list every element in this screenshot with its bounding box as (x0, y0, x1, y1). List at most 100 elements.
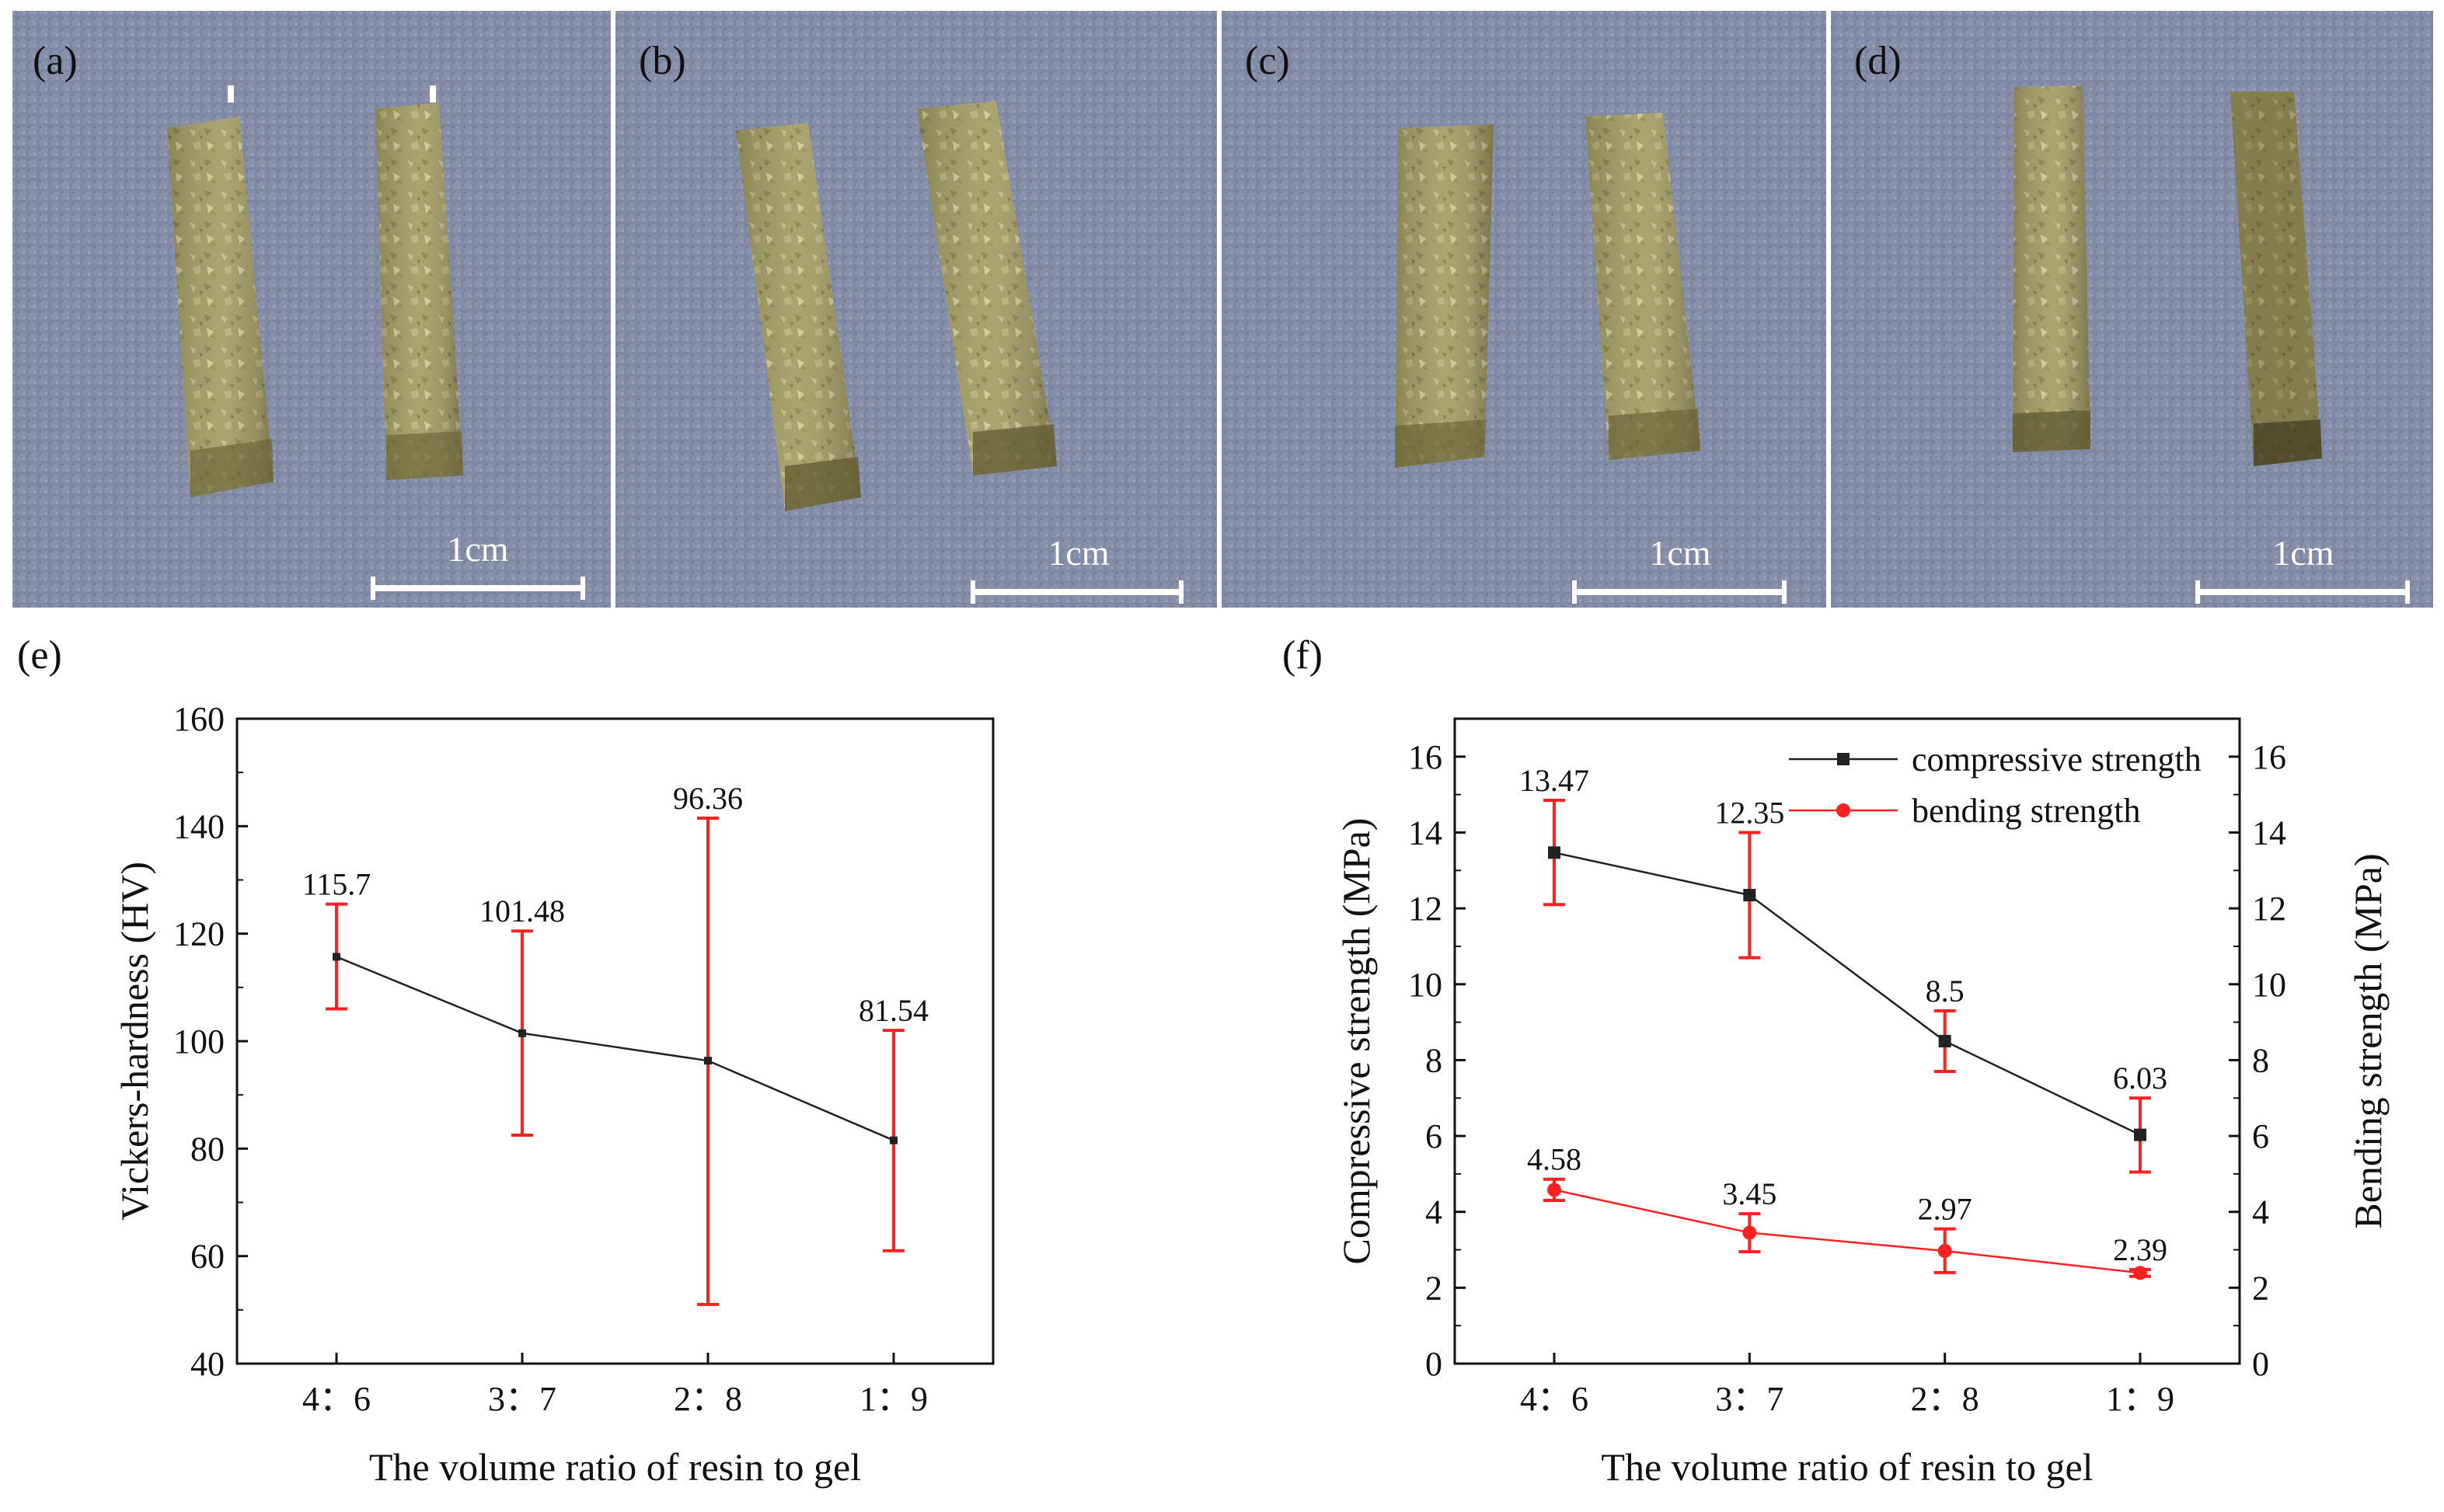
y-tick-label-right: 4 (2252, 1193, 2269, 1232)
panel-label: (b) (639, 39, 686, 83)
y-tick-label: 140 (173, 807, 225, 845)
data-point (1937, 1243, 1952, 1258)
legend-label: compressive strength (1912, 740, 2202, 779)
y-axis-label: Vickers-hardness (HV) (113, 862, 156, 1221)
y-tick-label: 160 (173, 700, 225, 738)
photo-panel-b: (b) 1cm (615, 11, 1217, 608)
data-point (1742, 1225, 1757, 1240)
x-tick-label: 3：7 (488, 1380, 556, 1418)
data-point (1547, 1183, 1561, 1197)
y-tick-label: 60 (190, 1238, 225, 1276)
data-point (1548, 846, 1560, 859)
y-tick-label: 6 (1425, 1117, 1442, 1155)
data-point (518, 1029, 526, 1037)
specimen-bar (917, 101, 1057, 476)
scale-bar (371, 577, 585, 600)
y-tick-label: 14 (1408, 813, 1442, 852)
y-tick-label-right: 14 (2252, 813, 2286, 852)
y-tick-label-right: 6 (2252, 1117, 2269, 1155)
panel-label: (e) (17, 633, 62, 678)
series-line (1553, 852, 2141, 1136)
y-tick-label-right: 16 (2252, 738, 2286, 776)
photo-panel-a: (a) 1cm (12, 11, 611, 608)
y-tick-label: 2 (1425, 1269, 1442, 1307)
specimen-bar (1585, 113, 1700, 460)
y-tick-label-right: 0 (2252, 1345, 2269, 1383)
legend-marker (1836, 803, 1850, 817)
y-tick-label-right: 2 (2252, 1269, 2269, 1307)
y-tick-label: 80 (190, 1130, 225, 1168)
series-line (336, 956, 894, 1141)
scale-bar-label: 1cm (1048, 533, 1109, 573)
x-tick-label: 1：9 (859, 1380, 928, 1418)
data-label: 13.47 (1519, 763, 1589, 798)
scale-bar-label: 1cm (1649, 533, 1710, 573)
x-axis-label: The volume ratio of resin to gel (369, 1445, 861, 1489)
plot-frame (235, 717, 995, 1365)
y-tick-label-right: 8 (2252, 1041, 2269, 1079)
data-point (704, 1057, 712, 1065)
data-label: 3.45 (1722, 1176, 1776, 1211)
specimen-bar (2013, 85, 2090, 452)
photo-panel-d: (d) 1cm (1831, 11, 2433, 608)
data-label: 2.39 (2113, 1232, 2167, 1267)
legend-label: bending strength (1912, 792, 2141, 830)
y-tick-label: 12 (1408, 890, 1442, 928)
scale-bar (1572, 580, 1787, 604)
x-tick-label: 3：7 (1715, 1380, 1783, 1418)
y-tick-label: 10 (1408, 966, 1442, 1004)
photo-panel-c: (c) 1cm (1222, 11, 1826, 608)
x-tick-label: 1：9 (2106, 1380, 2174, 1418)
y-tick-label: 0 (1425, 1345, 1442, 1383)
data-label: 2.97 (1918, 1192, 1972, 1227)
x-tick-label: 2：8 (674, 1380, 742, 1418)
y-tick-label: 100 (173, 1023, 225, 1061)
scale-bar (2195, 580, 2410, 604)
y-tick-label: 120 (173, 915, 225, 953)
data-label: 6.03 (2113, 1061, 2167, 1096)
data-label: 96.36 (673, 781, 743, 816)
data-point (890, 1136, 898, 1144)
specimen-bar (1395, 124, 1494, 468)
x-tick-label: 2：8 (1911, 1380, 1979, 1418)
x-tick-label: 4：6 (1520, 1380, 1588, 1418)
y-tick-label: 16 (1408, 738, 1442, 776)
data-point (1938, 1035, 1951, 1047)
x-axis-label: The volume ratio of resin to gel (1601, 1445, 2093, 1489)
scale-bar-label: 1cm (447, 529, 508, 569)
y-tick-label: 40 (190, 1345, 225, 1383)
panel-label: (a) (33, 39, 78, 83)
panel-label: (d) (1854, 39, 1902, 83)
data-point (2134, 1128, 2146, 1141)
scale-bar (971, 580, 1184, 604)
y-tick-label: 8 (1425, 1041, 1442, 1079)
chart-strength: (f) 0 0 2 2 4 4 6 6 8 8 10 10 12 12 14 14 16 16 4：6 3：7 2：8 1：… (1282, 633, 2390, 1489)
panel-label: (c) (1245, 39, 1290, 83)
specimen-photos: (a) 1cm (b) 1cm (12, 11, 2433, 608)
y-axis-label: Compressive strength (MPa) (1334, 818, 1378, 1265)
specimen-bar (736, 123, 861, 511)
data-label: 8.5 (1926, 974, 1965, 1009)
data-label: 12.35 (1714, 795, 1784, 830)
y-tick-label: 4 (1425, 1193, 1442, 1232)
data-label: 101.48 (479, 894, 565, 928)
data-label: 81.54 (859, 993, 929, 1028)
chart-vickers-hardness: (e) 40 60 80 100 120 140 160 4：6 3：7 2：8 1：9 The vol… (17, 633, 995, 1489)
scale-bar-label: 1cm (2272, 533, 2334, 573)
data-point (2133, 1266, 2147, 1280)
x-tick-label: 4：6 (302, 1380, 371, 1418)
y-axis-label-right: Bending strength (MPa) (2346, 853, 2390, 1228)
specimen-bar (2230, 92, 2322, 466)
plot-frame (1453, 717, 2241, 1365)
specimen-bar (375, 103, 463, 480)
data-point (333, 953, 340, 961)
specimen-bar (167, 117, 274, 497)
y-tick-label-right: 10 (2252, 966, 2286, 1004)
y-tick-label-right: 12 (2252, 890, 2286, 928)
data-label: 4.58 (1527, 1142, 1581, 1177)
data-point (1743, 889, 1756, 902)
panel-label: (f) (1282, 633, 1323, 678)
data-label: 115.7 (302, 867, 371, 902)
series-line (1553, 1189, 2141, 1274)
legend-marker (1837, 753, 1850, 765)
